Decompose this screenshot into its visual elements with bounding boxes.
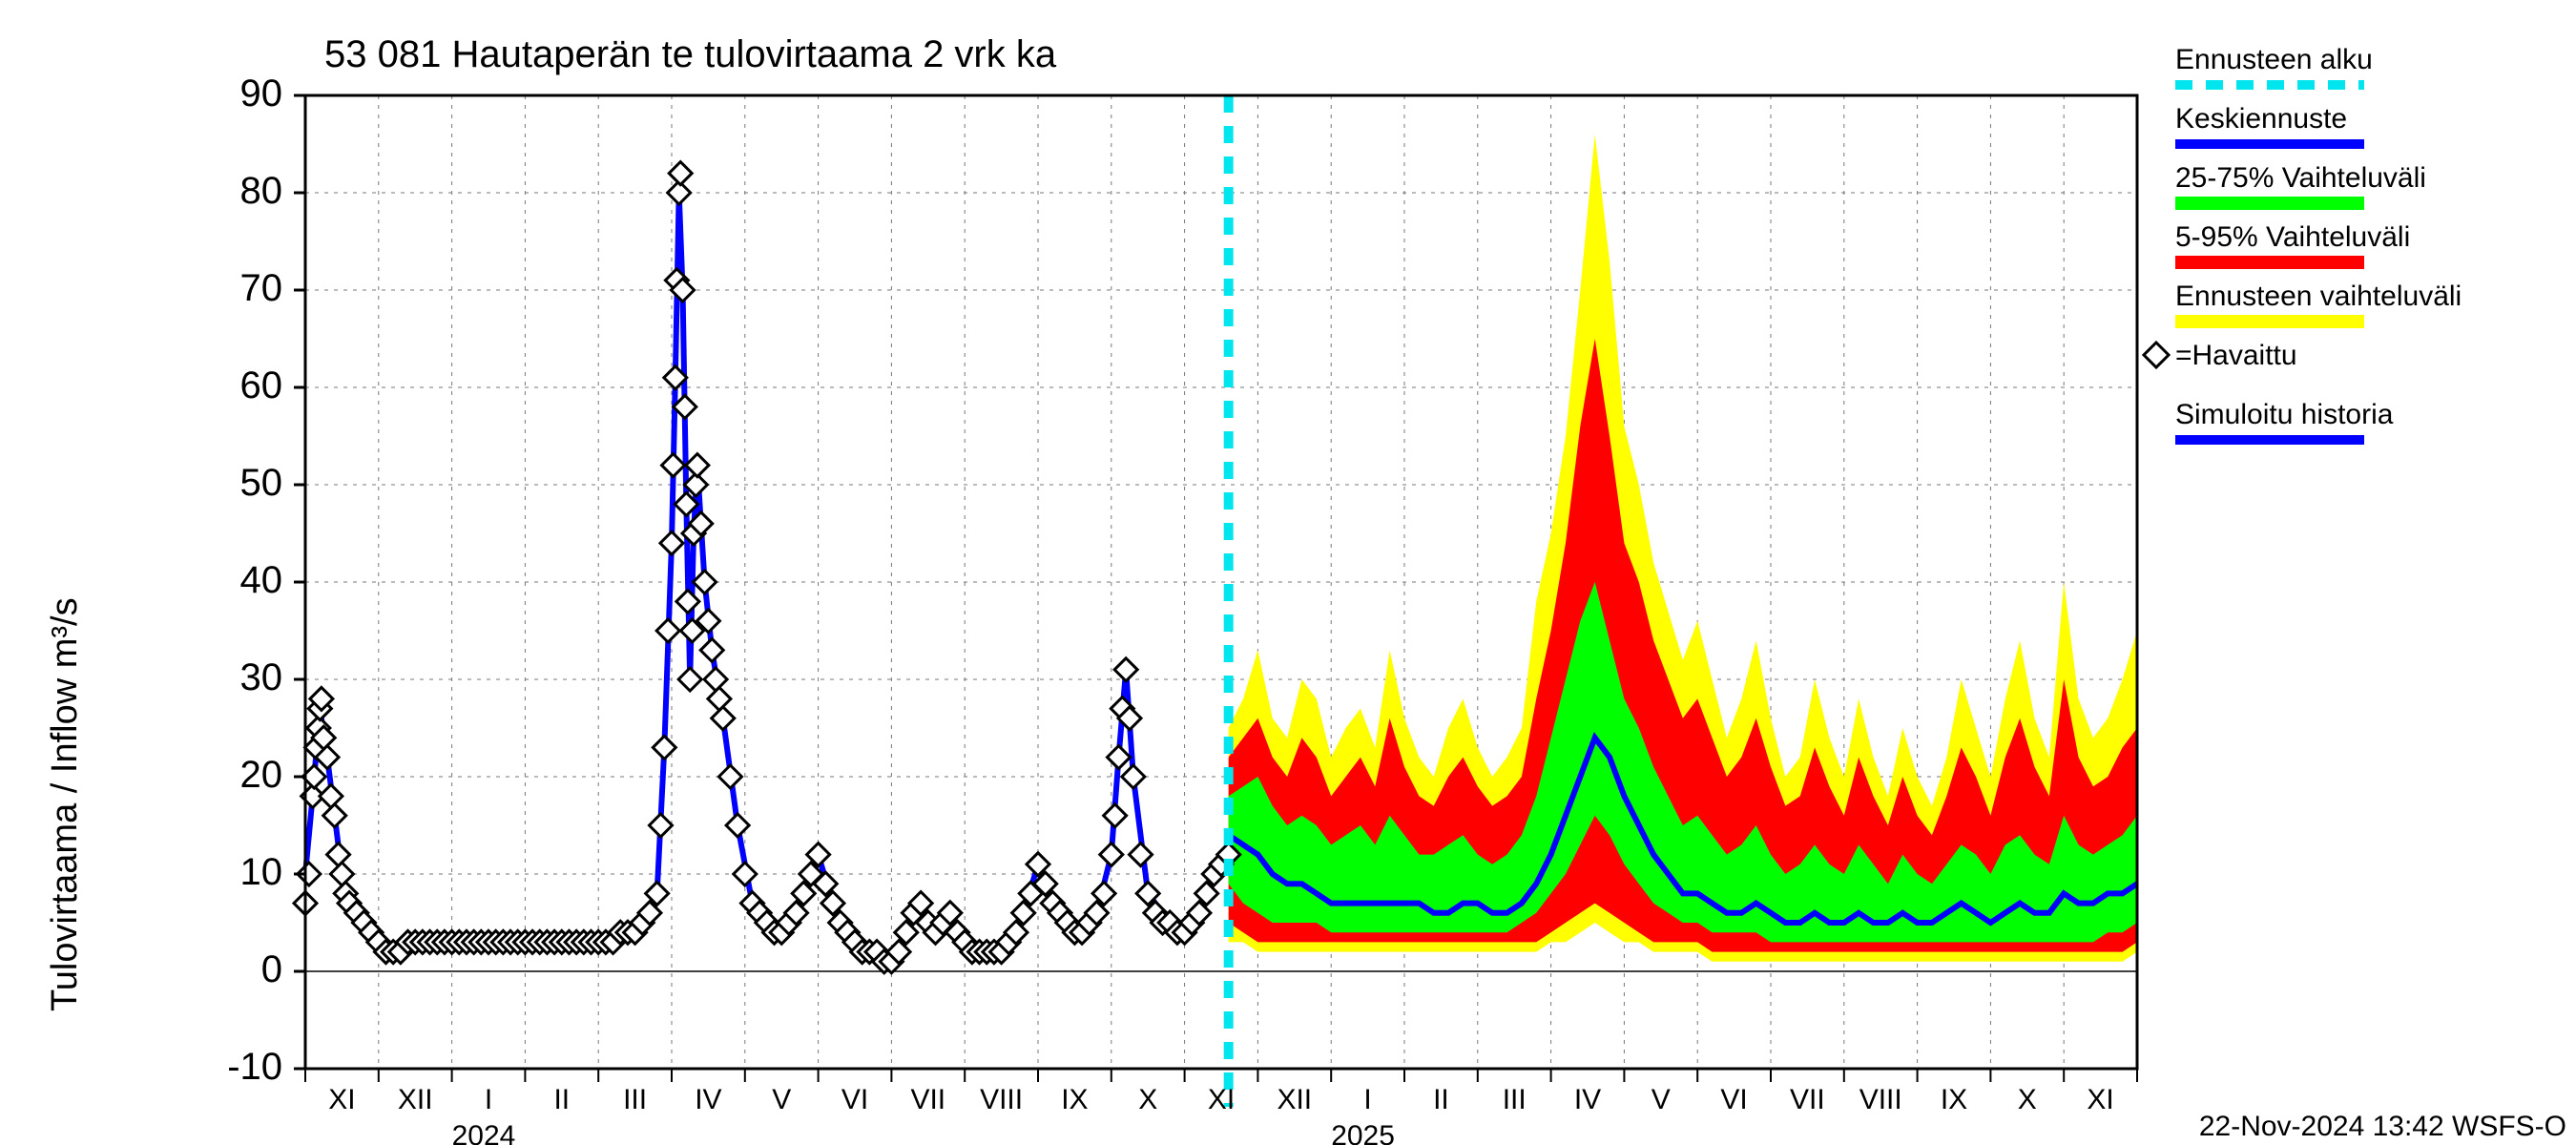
simulated-history-line [305,193,1229,962]
y-axis-label: Tulovirtaama / Inflow m³/s [45,597,85,1011]
legend-label: Keskiennuste [2175,103,2347,135]
legend-swatch [2175,197,2364,210]
legend-label: Ennusteen alku [2175,44,2373,75]
month-label: III [1503,1084,1527,1115]
ytick-label: 40 [240,559,283,601]
month-label: VI [1720,1084,1747,1115]
ytick-label: 70 [240,267,283,309]
month-label: VIII [980,1084,1023,1115]
month-label: VII [1790,1084,1825,1115]
month-label: XI [2087,1084,2113,1115]
month-label: I [1363,1084,1371,1115]
hydrograph-chart: -100102030405060708090XIXIIIIIIIIIVVVIVI… [0,0,2576,1145]
month-label: XII [398,1084,433,1115]
ytick-label: 60 [240,364,283,406]
ytick-label: 80 [240,170,283,212]
month-label: IV [1574,1084,1601,1115]
month-label: V [1652,1084,1671,1115]
ytick-label: 30 [240,656,283,698]
ytick-label: 0 [261,948,282,990]
observed-markers [294,162,1240,973]
month-label: IX [1941,1084,1967,1115]
legend-label: 5-95% Vaihteluväli [2175,221,2410,253]
year-label: 2024 [452,1120,516,1145]
legend-swatch [2175,315,2364,328]
legend-label: 25-75% Vaihteluväli [2175,162,2426,194]
month-label: VIII [1859,1084,1902,1115]
legend-line [2175,139,2364,149]
month-label: V [772,1084,791,1115]
year-label: 2025 [1331,1120,1395,1145]
legend-line [2175,435,2364,445]
chart-svg: -100102030405060708090XIXIIIIIIIIIVVVIVI… [0,0,2576,1145]
month-label: II [1433,1084,1449,1115]
month-label: IX [1061,1084,1088,1115]
month-label: VI [841,1084,868,1115]
month-label: VII [910,1084,945,1115]
footer-timestamp: 22-Nov-2024 13:42 WSFS-O [2199,1111,2566,1142]
month-label: X [2018,1084,2037,1115]
ytick-label: 10 [240,851,283,893]
legend-label: Simuloitu historia [2175,399,2394,430]
ytick-label: 50 [240,462,283,504]
legend-diamond-icon [2144,343,2169,367]
ytick-label: 20 [240,754,283,796]
month-label: I [485,1084,492,1115]
legend-label: =Havaittu [2175,340,2297,371]
legend-swatch [2175,256,2364,269]
month-label: IV [695,1084,721,1115]
chart-title: 53 081 Hautaperän te tulovirtaama 2 vrk … [324,33,1057,75]
month-label: II [553,1084,570,1115]
month-label: XI [1208,1084,1235,1115]
month-label: XII [1277,1084,1312,1115]
month-label: X [1138,1084,1157,1115]
ytick-label: 90 [240,73,283,114]
month-label: III [623,1084,647,1115]
legend-label: Ennusteen vaihteluväli [2175,281,2462,312]
month-label: XI [328,1084,355,1115]
ytick-label: -10 [227,1046,282,1088]
